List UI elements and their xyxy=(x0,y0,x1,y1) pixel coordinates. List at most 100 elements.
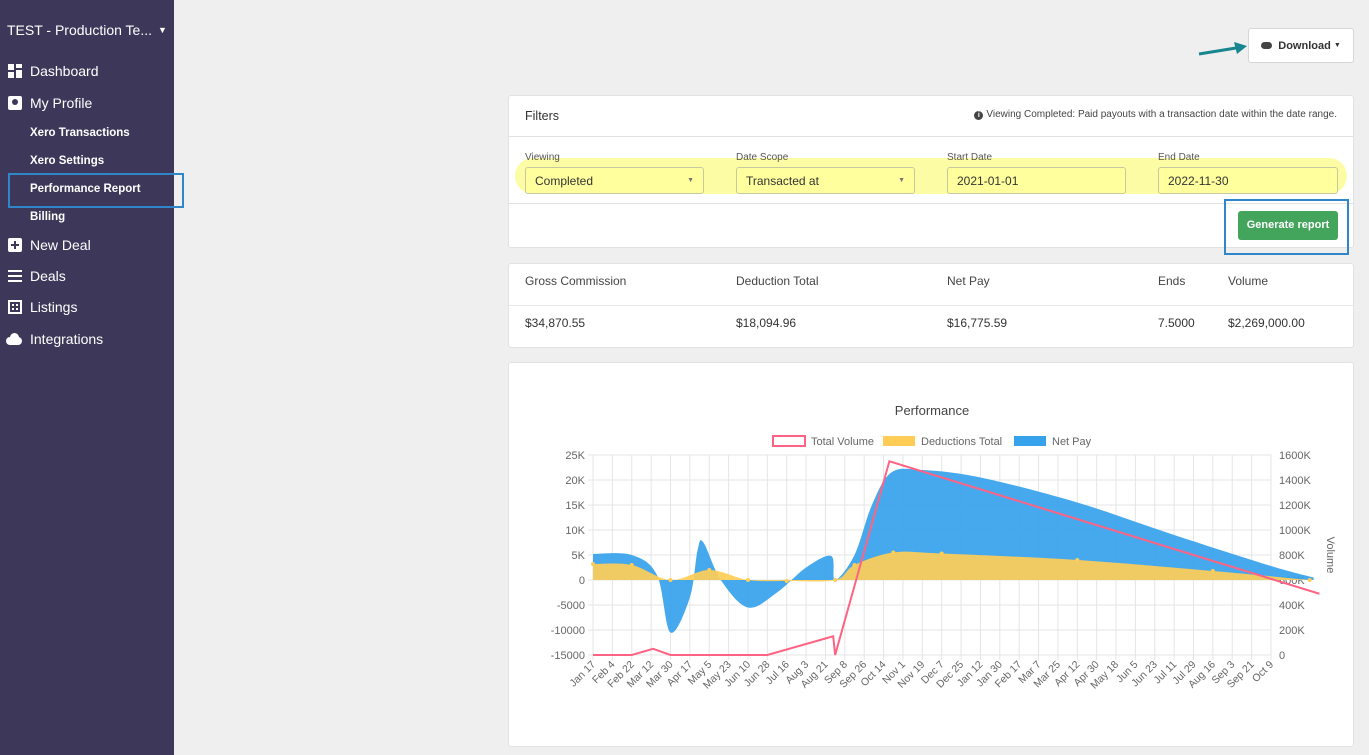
nav-new-deal[interactable]: New Deal xyxy=(8,237,91,253)
y-left-tick-label: 20K xyxy=(565,475,585,487)
generate-highlight-box xyxy=(1224,199,1349,255)
nav-listings[interactable]: Listings xyxy=(8,299,77,315)
start-date-label: Start Date xyxy=(947,152,993,163)
chart-card: Performance Total Volume Deductions Total N… xyxy=(508,362,1354,747)
summary-value-volume: $2,269,000.00 xyxy=(1228,316,1305,330)
date-scope-label: Date Scope xyxy=(736,152,789,163)
y-right-tick-label: 0 xyxy=(1279,650,1285,662)
y-left-tick-label: 5K xyxy=(572,550,586,562)
legend-swatch-total-volume xyxy=(772,435,806,447)
filters-info: i Viewing Completed: Paid payouts with a … xyxy=(974,109,1337,120)
end-date-input[interactable]: 2022-11-30 xyxy=(1158,167,1338,194)
download-button[interactable]: Download ▼ xyxy=(1248,28,1354,63)
y-left-tick-label: -5000 xyxy=(557,600,585,612)
y-left-tick-label: -10000 xyxy=(551,625,585,637)
legend-label-deductions-total: Deductions Total xyxy=(921,436,1002,448)
divider xyxy=(509,203,1353,204)
summary-header-volume: Volume xyxy=(1228,274,1269,288)
dropdown-arrow-icon: ▼ xyxy=(898,177,905,184)
data-point-deductions-total xyxy=(629,563,634,567)
y-left-tick-label: 10K xyxy=(565,525,585,537)
list-icon xyxy=(8,269,22,283)
chart-title: Performance xyxy=(895,403,969,418)
nav-dashboard[interactable]: Dashboard xyxy=(8,63,99,79)
nav-dashboard-label: Dashboard xyxy=(30,63,99,79)
data-point-deductions-total xyxy=(784,579,789,583)
nav-my-profile[interactable]: My Profile xyxy=(8,95,92,111)
y-left-tick-label: 0 xyxy=(579,575,585,587)
nav-listings-label: Listings xyxy=(30,299,78,315)
y-left-tick-label: -15000 xyxy=(551,650,585,662)
y-right-tick-label: 1200K xyxy=(1279,500,1311,512)
viewing-select[interactable]: Completed ▼ xyxy=(525,167,704,194)
nav-deals-label: Deals xyxy=(30,268,66,284)
y-right-tick-label: 1400K xyxy=(1279,475,1311,487)
filters-card: Filters i Viewing Completed: Paid payouts… xyxy=(508,95,1354,255)
data-point-deductions-total xyxy=(833,578,838,582)
caret-down-icon: ▼ xyxy=(1333,42,1341,49)
viewing-label: Viewing xyxy=(525,152,560,163)
filters-title: Filters xyxy=(525,109,560,123)
y-right-tick-label: 1600K xyxy=(1279,450,1311,462)
performance-report-highlight-box xyxy=(8,173,184,208)
nav-xero-settings[interactable]: Xero Settings xyxy=(30,155,105,167)
y-right-tick-label: 200K xyxy=(1279,625,1305,637)
nav-billing[interactable]: Billing xyxy=(30,211,66,223)
divider xyxy=(509,136,1353,137)
org-switcher[interactable]: TEST - Production Te... ▼ xyxy=(7,22,167,38)
legend-label-total-volume: Total Volume xyxy=(811,436,874,448)
end-date-label: End Date xyxy=(1158,152,1200,163)
plus-icon xyxy=(8,238,22,252)
cloud-download-icon xyxy=(1261,42,1273,49)
summary-header-ends: Ends xyxy=(1158,274,1186,288)
download-label: Download xyxy=(1278,39,1331,52)
nav-my-profile-label: My Profile xyxy=(30,95,93,111)
date-scope-value: Transacted at xyxy=(746,174,819,188)
viewing-value: Completed xyxy=(535,174,594,188)
data-point-deductions-total xyxy=(745,578,750,582)
legend-label-net-pay: Net Pay xyxy=(1052,436,1092,448)
nav-integrations[interactable]: Integrations xyxy=(6,331,103,347)
legend-swatch-deductions-total xyxy=(883,436,915,446)
nav-new-deal-label: New Deal xyxy=(30,237,91,253)
dashboard-icon xyxy=(8,64,22,78)
data-point-deductions-total xyxy=(668,578,673,582)
y-left-tick-label: 15K xyxy=(565,500,585,512)
data-point-deductions-total xyxy=(1307,578,1312,582)
summary-header-deduction: Deduction Total xyxy=(736,274,819,288)
dropdown-arrow-icon: ▼ xyxy=(687,177,694,184)
divider xyxy=(509,305,1353,306)
y-right-tick-label: 800K xyxy=(1279,550,1305,562)
summary-header-gross: Gross Commission xyxy=(525,274,627,288)
sidebar: TEST - Production Te... ▼ Dashboard My Pr… xyxy=(0,0,174,755)
start-date-value: 2021-01-01 xyxy=(957,174,1019,188)
summary-header-net: Net Pay xyxy=(947,274,990,288)
series-area-deductions-total xyxy=(593,551,1310,582)
org-name: TEST - Production Te... xyxy=(7,22,152,38)
nav-xero-transactions[interactable]: Xero Transactions xyxy=(30,127,130,139)
end-date-value: 2022-11-30 xyxy=(1168,174,1229,188)
building-icon xyxy=(8,300,22,314)
summary-value-net: $16,775.59 xyxy=(947,316,1008,330)
profile-icon xyxy=(8,96,22,110)
y-right-tick-label: 1000K xyxy=(1279,525,1311,537)
y-left-tick-label: 25K xyxy=(565,450,585,462)
performance-chart: Performance Total Volume Deductions Total N… xyxy=(551,403,1336,691)
nav-deals[interactable]: Deals xyxy=(8,268,66,284)
series-area-net-pay xyxy=(593,468,1314,633)
start-date-input[interactable]: 2021-01-01 xyxy=(947,167,1126,194)
summary-value-ends: 7.5000 xyxy=(1158,316,1195,330)
date-scope-select[interactable]: Transacted at ▼ xyxy=(736,167,915,194)
legend-swatch-net-pay xyxy=(1014,436,1046,446)
annotation-arrow xyxy=(1198,42,1247,56)
series-line-total-volume xyxy=(593,459,1320,656)
filters-info-text: Viewing Completed: Paid payouts with a t… xyxy=(986,109,1337,120)
data-point-deductions-total xyxy=(891,550,896,555)
summary-value-gross: $34,870.55 xyxy=(525,316,586,330)
data-point-deductions-total xyxy=(1075,558,1080,562)
data-point-deductions-total xyxy=(707,568,712,572)
generate-report-button[interactable]: Generate report xyxy=(1238,211,1338,240)
summary-card: Gross Commission Deduction Total Net Pay… xyxy=(508,263,1354,348)
caret-down-icon: ▼ xyxy=(158,25,167,35)
nav-performance-report[interactable]: Performance Report xyxy=(30,183,141,195)
